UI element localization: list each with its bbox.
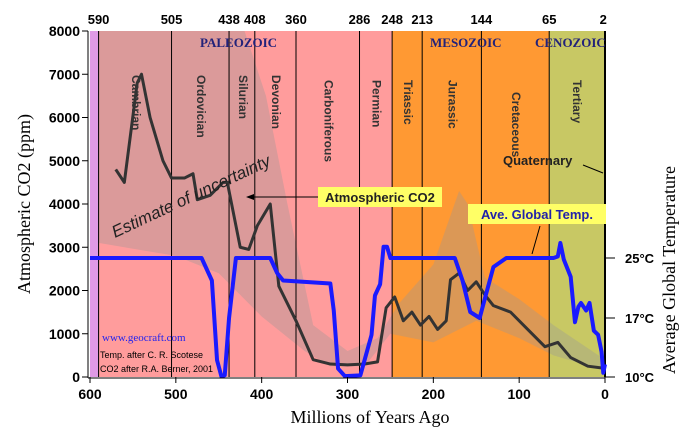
temp-arrow: [531, 225, 541, 255]
x-tick-label: 200: [422, 386, 446, 402]
y-tick-label: 0: [72, 369, 80, 385]
top-tick-label: 590: [88, 12, 110, 27]
period-label-permian: Permian: [370, 80, 384, 127]
co2-label: Atmospheric CO2: [325, 190, 435, 205]
top-tick-label: 286: [349, 12, 371, 27]
period-label-jurassic: Jurassic: [446, 80, 460, 129]
era-label-mesozoic: MESOZOIC: [430, 35, 502, 50]
x-tick-label: 100: [507, 386, 531, 402]
y-tick-label: 2000: [49, 283, 80, 299]
top-tick-label: 144: [471, 12, 493, 27]
y-tick-label: 7000: [49, 66, 80, 82]
x-tick-label: 400: [250, 386, 274, 402]
website-label: www.geocraft.com: [102, 332, 186, 344]
temp-label-box: [468, 204, 606, 224]
top-tick-label: 65: [542, 12, 556, 27]
y2-tick-label: 17°C: [625, 311, 655, 326]
quaternary-label: Quaternary: [503, 153, 573, 168]
credit-co2: CO2 after R.A. Berner, 2001: [100, 364, 213, 374]
y-tick-label: 6000: [49, 110, 80, 126]
y-tick-label: 5000: [49, 153, 80, 169]
top-tick-label: 438: [218, 12, 240, 27]
top-tick-label: 408: [244, 12, 266, 27]
y2-axis-title: Average Global Temperature: [659, 166, 679, 374]
x-tick-label: 500: [164, 386, 188, 402]
quaternary-arrow: [582, 164, 604, 174]
top-tick-label: 360: [285, 12, 307, 27]
y2-tick-label: 25°C: [625, 251, 655, 266]
co2-arrowhead: [246, 194, 254, 200]
temp-label: Ave. Global Temp.: [481, 207, 593, 222]
top-tick-label: 213: [411, 12, 433, 27]
period-label-cretaceous: Cretaceous: [509, 92, 523, 158]
y-tick-label: 8000: [49, 23, 80, 39]
period-label-silurian: Silurian: [236, 75, 250, 119]
credit-temp: Temp. after C. R. Scotese: [100, 350, 203, 360]
x-tick-label: 0: [601, 386, 609, 402]
era-label-paleozoic: PALEOZOIC: [200, 35, 277, 50]
precambrian-band: [90, 31, 99, 377]
temperature-line: [90, 241, 607, 379]
era-label-cenozoic: CENOZOIC: [535, 35, 606, 50]
period-label-ordovician: Ordovician: [194, 75, 208, 138]
y2-tick-label: 10°C: [625, 370, 655, 385]
period-label-devonian: Devonian: [269, 75, 283, 129]
x-axis-title: Millions of Years Ago: [290, 407, 449, 427]
top-tick-label: 505: [161, 12, 183, 27]
top-tick-label: 2: [600, 12, 607, 27]
y-tick-label: 3000: [49, 239, 80, 255]
period-label-carboniferous: Carboniferous: [322, 80, 336, 162]
y-axis-title: Atmospheric CO2 (ppm): [14, 114, 35, 294]
y-tick-label: 4000: [49, 196, 80, 212]
y-tick-label: 1000: [49, 326, 80, 342]
x-tick-label: 600: [78, 386, 102, 402]
period-label-tertiary: Tertiary: [570, 80, 584, 123]
period-label-triassic: Triassic: [401, 80, 415, 125]
co2-label-box: [318, 187, 442, 207]
top-tick-label: 248: [381, 12, 403, 27]
x-tick-label: 300: [336, 386, 360, 402]
